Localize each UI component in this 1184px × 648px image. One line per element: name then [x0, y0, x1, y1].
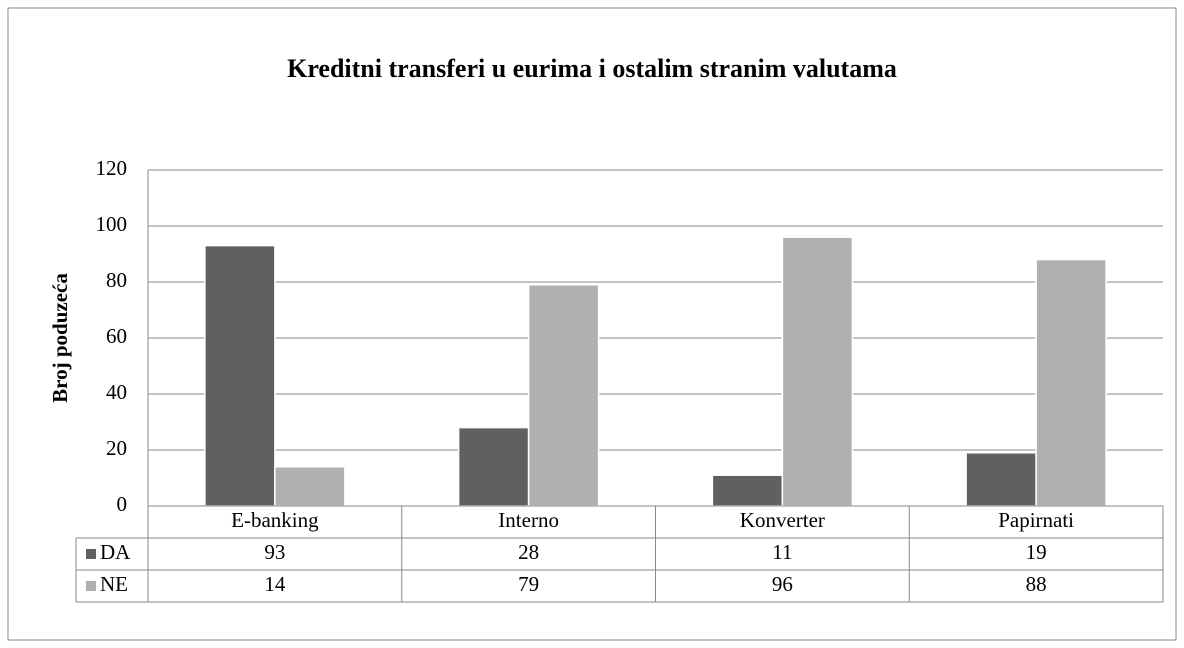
data-label: 11	[772, 540, 792, 564]
bar	[1035, 258, 1107, 507]
bar	[527, 284, 600, 507]
chart-title: Kreditni transferi u eurima i ostalim st…	[287, 54, 897, 83]
bar	[781, 236, 854, 507]
data-label: 96	[772, 572, 793, 596]
legend-label: DA	[100, 540, 131, 564]
y-tick-label: 0	[117, 492, 128, 516]
data-label: 28	[518, 540, 539, 564]
bar	[204, 244, 276, 507]
bar	[457, 426, 530, 507]
data-label: 14	[264, 572, 286, 596]
bar	[965, 452, 1037, 507]
data-label: 79	[518, 572, 539, 596]
bar	[711, 474, 784, 507]
legend-swatch	[86, 549, 96, 559]
x-tick-label: Interno	[498, 508, 559, 532]
y-tick-label: 40	[106, 380, 127, 404]
y-tick-label: 120	[96, 156, 128, 180]
y-tick-label: 100	[96, 212, 128, 236]
x-tick-label: Papirnati	[998, 508, 1074, 532]
legend-label: NE	[100, 572, 128, 596]
bar	[274, 466, 346, 507]
data-label: 93	[264, 540, 285, 564]
y-axis-label: Broj poduzeća	[48, 273, 72, 403]
y-tick-label: 60	[106, 324, 127, 348]
x-tick-label: E-banking	[231, 508, 319, 532]
data-label: 88	[1026, 572, 1047, 596]
y-tick-label: 80	[106, 268, 127, 292]
x-tick-label: Konverter	[740, 508, 825, 532]
data-label: 19	[1026, 540, 1047, 564]
y-tick-label: 20	[106, 436, 127, 460]
legend-swatch	[86, 581, 96, 591]
